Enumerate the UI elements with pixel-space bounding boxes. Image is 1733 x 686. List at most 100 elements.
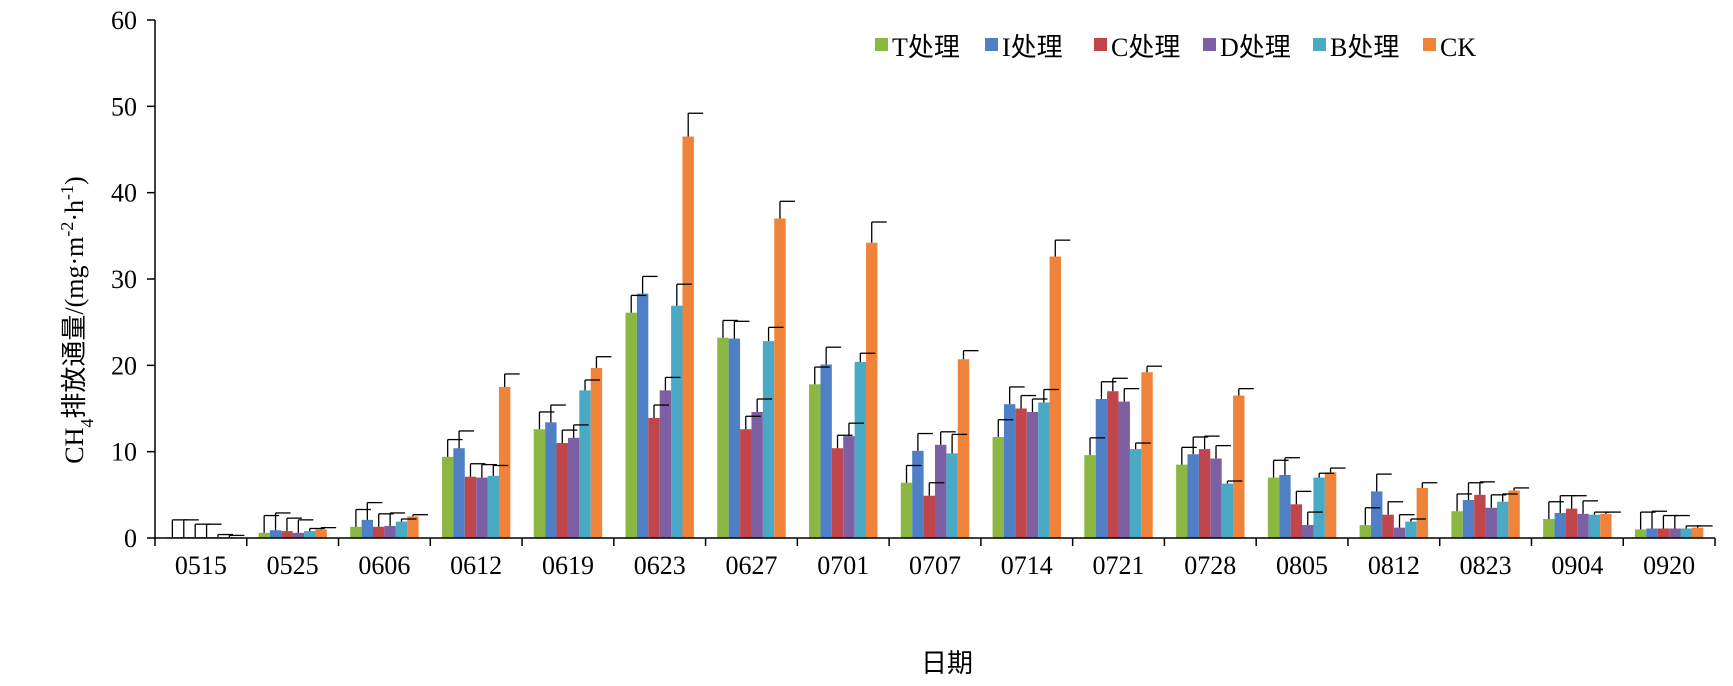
bar — [1565, 508, 1578, 538]
y-axis-title-sub: 4 — [77, 419, 97, 428]
bar — [1233, 395, 1245, 538]
bar — [935, 444, 947, 538]
bar — [854, 361, 867, 538]
legend-label: D处理 — [1220, 33, 1291, 62]
x-tick-label: 0728 — [1184, 551, 1236, 580]
bar — [590, 367, 603, 538]
legend-label: CK — [1440, 33, 1476, 62]
bar — [281, 531, 293, 538]
bar — [1084, 455, 1096, 538]
bar — [304, 531, 316, 538]
bar — [1026, 411, 1039, 538]
bar — [1474, 494, 1486, 538]
bar — [441, 456, 454, 538]
x-tick-label: 0904 — [1551, 551, 1603, 580]
bar — [946, 453, 958, 538]
legend-swatch — [1313, 38, 1326, 51]
legend-swatch — [1203, 38, 1216, 51]
bar — [258, 532, 270, 538]
bar — [923, 495, 935, 538]
bar — [1600, 513, 1612, 538]
x-tick-label: 0701 — [817, 551, 869, 580]
x-tick-label: 0805 — [1276, 551, 1328, 580]
bar — [1267, 477, 1280, 538]
bar — [1359, 525, 1372, 538]
legend-label: B处理 — [1330, 33, 1399, 62]
bar — [1015, 408, 1027, 538]
bar — [1577, 513, 1589, 538]
bar — [809, 384, 821, 538]
x-tick-label: 0627 — [725, 551, 777, 580]
y-tick-label: 20 — [111, 351, 137, 380]
y-tick-label: 40 — [111, 179, 137, 208]
bar — [820, 364, 832, 538]
bar — [1107, 391, 1119, 538]
x-tick-label: 0525 — [267, 551, 319, 580]
bar — [361, 519, 374, 538]
bar — [843, 436, 855, 538]
bar — [992, 436, 1004, 538]
bar — [373, 526, 385, 538]
x-tick-label: 0515 — [175, 551, 227, 580]
bar — [1382, 514, 1394, 538]
bar — [774, 218, 786, 539]
bar — [648, 417, 660, 538]
bar — [751, 411, 763, 538]
bar — [1405, 521, 1417, 538]
legend: T处理 I处理 C处理 D处理 B处理 CK — [875, 33, 1476, 62]
bar — [395, 521, 408, 538]
bar — [1393, 527, 1406, 538]
bar — [1485, 507, 1497, 538]
bar — [1003, 404, 1016, 538]
bar — [384, 525, 396, 538]
bar — [900, 482, 913, 538]
y-tick-labels: 0 10 20 30 40 50 60 — [111, 6, 137, 553]
bar — [1324, 472, 1337, 538]
bar — [1049, 256, 1061, 538]
error-bars-layer — [171, 112, 1713, 538]
y-axis-title-h: h — [60, 200, 89, 213]
bar — [1634, 529, 1647, 538]
y-axis-title-middle: 排放通量/(mg — [60, 266, 89, 419]
bar — [728, 338, 741, 538]
bar — [292, 532, 305, 538]
legend-swatch — [875, 38, 888, 51]
bar — [1176, 464, 1188, 538]
y-axis-title-exp1: -2 — [57, 222, 77, 237]
bar — [453, 448, 465, 538]
bar — [625, 312, 637, 538]
bar — [1657, 528, 1670, 538]
bar — [407, 516, 419, 538]
y-axis-title-dot1: · — [60, 257, 89, 266]
x-tick-label: 0721 — [1093, 551, 1145, 580]
bar — [1313, 477, 1325, 538]
bar — [1451, 511, 1463, 538]
x-axis-title: 日期 — [921, 649, 973, 678]
y-axis-title-m: m — [60, 237, 89, 257]
bar — [682, 136, 694, 539]
x-tick-label: 0714 — [1001, 551, 1053, 580]
bar — [269, 530, 282, 538]
legend-swatch — [1094, 38, 1107, 51]
x-tick-label: 0606 — [358, 551, 410, 580]
bar — [671, 305, 683, 538]
bar — [762, 341, 775, 538]
bar — [1371, 491, 1383, 538]
y-axis-title: CH4排放通量/(mg·m-2·h-1) — [57, 176, 97, 463]
bar — [1118, 401, 1130, 538]
legend-label: T处理 — [892, 33, 960, 62]
x-tick-label: 0623 — [634, 551, 686, 580]
legend-label: I处理 — [1002, 33, 1063, 62]
legend-label: C处理 — [1111, 33, 1180, 62]
bar — [957, 359, 970, 538]
bar — [866, 242, 878, 539]
bar — [831, 448, 844, 538]
bar — [1496, 501, 1509, 538]
y-tick-label: 60 — [111, 6, 137, 35]
bar — [1187, 454, 1199, 538]
bar — [1508, 490, 1520, 538]
bar — [1554, 512, 1566, 538]
bar — [1416, 487, 1429, 538]
x-tick-label: 0823 — [1460, 551, 1512, 580]
y-tick-label: 0 — [124, 524, 137, 553]
